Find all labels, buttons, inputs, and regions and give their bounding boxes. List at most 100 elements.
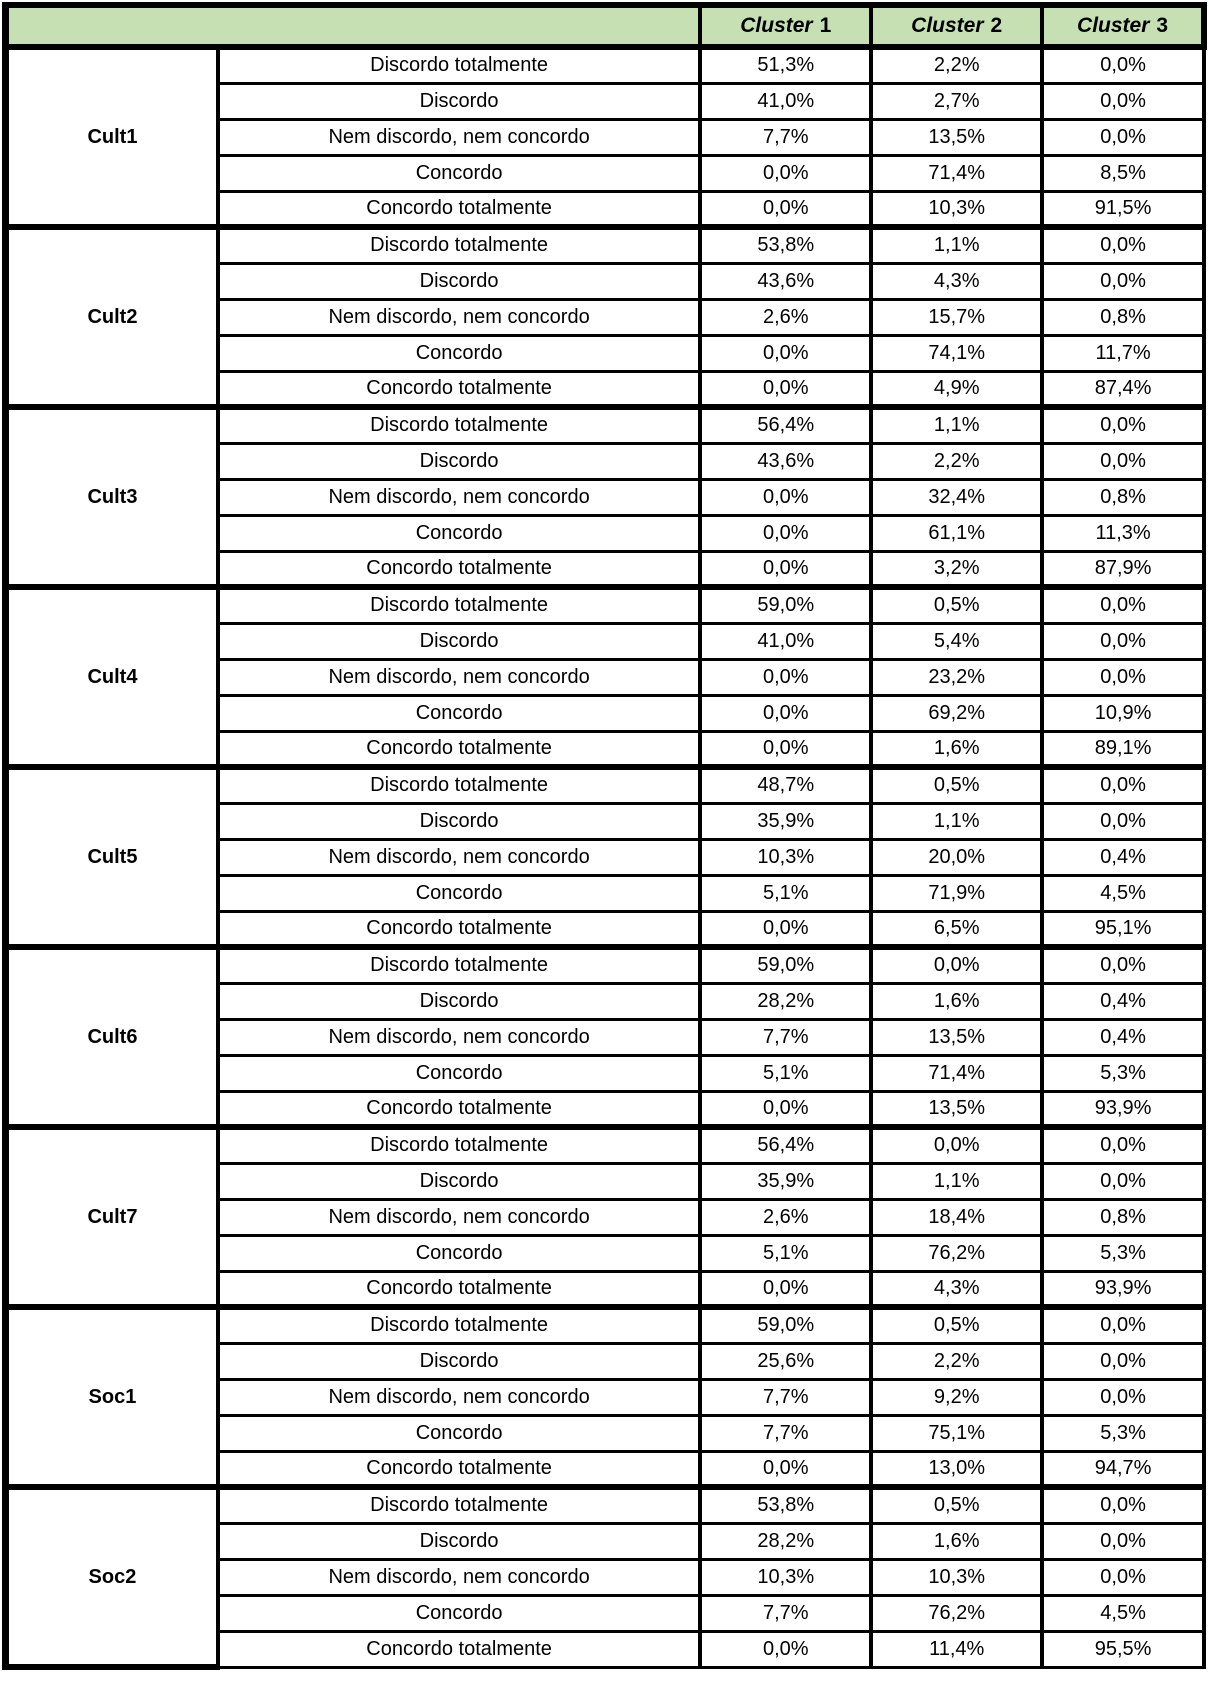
table-row: Cult7 Discordo totalmente 56,4% 0,0% 0,0% [1, 1124, 1206, 1310]
value-cell: 5,4% [869, 621, 1045, 661]
table-row: Discordo 28,2% 1,6% 0,4% [6, 981, 1206, 1021]
value-cell: 35,9% [698, 1161, 874, 1201]
likert-level-cell: Nem discordo, nem concordo [215, 837, 703, 877]
table-row: Nem discordo, nem concordo 7,7% 13,5% 0,4% [6, 1017, 1206, 1057]
group-label: Cult6 [1, 944, 220, 1130]
value-cell: 7,7% [698, 1017, 874, 1057]
table-row: Cult5 Discordo totalmente 48,7% 0,5% 0,0% [1, 764, 1206, 950]
group-label: Cult4 [1, 584, 220, 770]
table-row: Cult6 Discordo totalmente 59,0% 0,0% 0,0% [1, 944, 1206, 1130]
value-cell: 6,5% [869, 909, 1045, 949]
likert-level-cell: Nem discordo, nem concordo [215, 297, 703, 337]
value-cell: 48,7% [698, 764, 874, 805]
group-label: Cult5 [1, 764, 220, 950]
value-cell: 0,4% [1040, 837, 1206, 877]
value-cell: 0,0% [698, 909, 874, 949]
value-cell: 9,2% [869, 1377, 1045, 1417]
table-row: Concordo totalmente 0,0% 4,3% 93,9% [6, 1269, 1206, 1309]
value-cell: 11,4% [869, 1629, 1045, 1669]
value-cell: 7,7% [698, 1593, 874, 1633]
likert-level-cell: Concordo totalmente [215, 189, 703, 229]
value-cell: 91,5% [1040, 189, 1206, 229]
value-cell: 41,0% [698, 81, 874, 121]
value-cell: 0,8% [1040, 297, 1206, 337]
value-cell: 71,4% [869, 1053, 1045, 1093]
value-cell: 1,1% [869, 404, 1045, 445]
value-cell: 11,7% [1040, 333, 1206, 373]
table-row: Concordo totalmente 0,0% 4,9% 87,4% [6, 369, 1206, 409]
value-cell: 5,3% [1040, 1233, 1206, 1273]
likert-level-cell: Discordo [215, 801, 703, 841]
table-row: Concordo totalmente 0,0% 6,5% 95,1% [6, 909, 1206, 949]
value-cell: 20,0% [869, 837, 1045, 877]
table-row: Concordo 0,0% 69,2% 10,9% [6, 693, 1206, 733]
value-cell: 71,4% [869, 153, 1045, 193]
value-cell: 0,0% [698, 1449, 874, 1489]
value-cell: 0,0% [1040, 81, 1206, 121]
value-cell: 0,0% [698, 657, 874, 697]
value-cell: 7,7% [698, 1413, 874, 1453]
likert-level-cell: Concordo [215, 153, 703, 193]
value-cell: 1,6% [869, 729, 1045, 769]
header-cluster-2-number: 2 [990, 14, 1003, 37]
likert-level-cell: Discordo totalmente [215, 944, 703, 985]
value-cell: 5,1% [698, 1233, 874, 1273]
group-label: Soc2 [1, 1484, 220, 1670]
value-cell: 32,4% [869, 477, 1045, 517]
value-cell: 93,9% [1040, 1089, 1206, 1129]
header-cluster-3: Cluster 3 [1040, 2, 1207, 50]
likert-level-cell: Concordo totalmente [215, 1269, 703, 1309]
table-row: Nem discordo, nem concordo 2,6% 15,7% 0,8% [6, 297, 1206, 337]
table-row: Discordo 25,6% 2,2% 0,0% [6, 1341, 1206, 1381]
value-cell: 13,5% [869, 1089, 1045, 1129]
value-cell: 13,0% [869, 1449, 1045, 1489]
likert-level-cell: Discordo totalmente [215, 404, 703, 445]
value-cell: 5,1% [698, 1053, 874, 1093]
likert-level-cell: Discordo totalmente [215, 1484, 703, 1525]
value-cell: 23,2% [869, 657, 1045, 697]
value-cell: 0,0% [1040, 1484, 1206, 1525]
likert-level-cell: Discordo totalmente [215, 1304, 703, 1345]
value-cell: 87,4% [1040, 369, 1206, 409]
value-cell: 51,3% [698, 44, 874, 85]
table-row: Cult3 Discordo totalmente 56,4% 1,1% 0,0% [1, 404, 1206, 590]
likert-level-cell: Discordo [215, 81, 703, 121]
value-cell: 10,3% [869, 189, 1045, 229]
likert-level-cell: Concordo [215, 1413, 703, 1453]
value-cell: 95,1% [1040, 909, 1206, 949]
likert-level-cell: Concordo totalmente [215, 1089, 703, 1129]
likert-level-cell: Concordo totalmente [215, 549, 703, 589]
value-cell: 0,0% [1040, 404, 1206, 445]
value-cell: 1,1% [869, 801, 1045, 841]
value-cell: 93,9% [1040, 1269, 1206, 1309]
value-cell: 5,3% [1040, 1053, 1206, 1093]
table-row: Discordo 35,9% 1,1% 0,0% [6, 1161, 1206, 1201]
table-row: Discordo 28,2% 1,6% 0,0% [6, 1521, 1206, 1561]
table-row: Discordo 35,9% 1,1% 0,0% [6, 801, 1206, 841]
value-cell: 59,0% [698, 1304, 874, 1345]
table-row: Cult2 Discordo totalmente 53,8% 1,1% 0,0% [1, 224, 1206, 410]
value-cell: 95,5% [1040, 1629, 1206, 1669]
group-label: Cult1 [1, 44, 220, 230]
table-row: Soc1 Discordo totalmente 59,0% 0,5% 0,0% [1, 1304, 1206, 1490]
value-cell: 0,5% [869, 1484, 1045, 1525]
table-row: Concordo 5,1% 71,9% 4,5% [6, 873, 1206, 913]
header-cluster-3-word: Cluster [1077, 14, 1150, 37]
value-cell: 0,0% [1040, 621, 1206, 661]
value-cell: 0,0% [698, 189, 874, 229]
value-cell: 1,1% [869, 1161, 1045, 1201]
header-corner-cell [3, 2, 703, 50]
value-cell: 0,0% [1040, 801, 1206, 841]
value-cell: 0,0% [1040, 1521, 1206, 1561]
value-cell: 0,0% [698, 477, 874, 517]
likert-level-cell: Discordo [215, 1521, 703, 1561]
table-row: Concordo totalmente 0,0% 3,2% 87,9% [6, 549, 1206, 589]
value-cell: 10,3% [869, 1557, 1045, 1597]
value-cell: 59,0% [698, 944, 874, 985]
value-cell: 28,2% [698, 981, 874, 1021]
value-cell: 11,3% [1040, 513, 1206, 553]
value-cell: 13,5% [869, 1017, 1045, 1057]
table-row: Nem discordo, nem concordo 7,7% 9,2% 0,0% [6, 1377, 1206, 1417]
value-cell: 2,2% [869, 1341, 1045, 1381]
table-row: Concordo totalmente 0,0% 13,0% 94,7% [6, 1449, 1206, 1489]
